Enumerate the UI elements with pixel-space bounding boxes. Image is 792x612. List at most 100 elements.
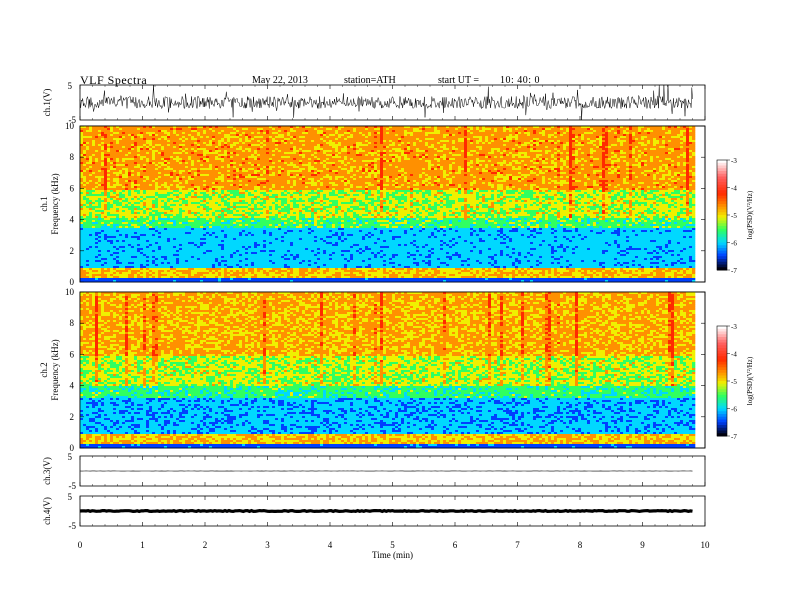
spectrogram-cell: [191, 200, 194, 202]
spectrogram-cell: [92, 248, 95, 250]
spectrogram-cell: [155, 200, 158, 202]
spectrogram-cell: [173, 190, 176, 192]
spectrogram-cell: [107, 172, 110, 174]
spectrogram-cell: [206, 150, 209, 152]
spectrogram-cell: [92, 232, 95, 234]
spectrogram-cell: [224, 268, 227, 270]
spectrogram-cell: [119, 208, 122, 210]
spectrogram-cell: [143, 142, 146, 144]
spectrogram-cell: [152, 172, 155, 174]
spectrogram-cell: [158, 170, 161, 172]
spectrogram-cell: [101, 250, 104, 252]
spectrogram-cell: [149, 146, 152, 148]
spectrogram-cell: [161, 226, 164, 228]
spectrogram-cell: [173, 254, 176, 256]
spectrogram-cell: [227, 272, 230, 274]
spectrogram-cell: [98, 142, 101, 144]
spectrogram-cell: [230, 226, 233, 228]
spectrogram-cell: [143, 274, 146, 276]
spectrogram-cell: [146, 272, 149, 274]
spectrogram-cell: [122, 176, 125, 178]
spectrogram-cell: [221, 210, 224, 212]
spectrogram-cell: [92, 254, 95, 256]
spectrogram-cell: [176, 162, 179, 164]
spectrogram-cell: [227, 156, 230, 158]
spectrogram-cell: [176, 134, 179, 136]
spectrogram-cell: [119, 278, 122, 280]
spectrogram-cell: [209, 190, 212, 192]
spectrogram-cell: [131, 236, 134, 238]
spectrogram-cell: [170, 144, 173, 146]
spectrogram-cell: [197, 160, 200, 162]
spectrogram-cell: [146, 144, 149, 146]
spectrogram-cell: [107, 252, 110, 254]
spectrogram-cell: [203, 230, 206, 232]
spectrogram-cell: [179, 270, 182, 272]
spectrogram-cell: [89, 170, 92, 172]
spectrogram-cell: [155, 196, 158, 198]
spectrogram-cell: [113, 266, 116, 268]
spectrogram-cell: [125, 234, 128, 236]
spectrogram-cell: [197, 276, 200, 278]
spectrogram-cell: [170, 134, 173, 136]
spectrogram-cell: [83, 202, 86, 204]
spectrogram-cell: [188, 226, 191, 228]
spectrogram-cell: [92, 198, 95, 200]
spectrogram-cell: [101, 200, 104, 202]
spectrogram-cell: [110, 236, 113, 238]
spectrogram-cell: [107, 220, 110, 222]
spectrogram-cell: [101, 148, 104, 150]
spectrogram-cell: [143, 212, 146, 214]
spectrogram-cell: [131, 146, 134, 148]
spectrogram-cell: [239, 244, 242, 246]
spectrogram-cell: [155, 186, 158, 188]
spectrogram-cell: [113, 226, 116, 228]
spectrogram-cell: [185, 176, 188, 178]
spectrogram-cell: [158, 188, 161, 190]
spectrogram-cell: [140, 166, 143, 168]
spectrogram-cell: [176, 156, 179, 158]
spectrogram-cell: [143, 216, 146, 218]
spectrogram-cell: [167, 196, 170, 198]
spectrogram-cell: [95, 218, 98, 220]
spectrogram-cell: [206, 222, 209, 224]
spectrogram-cell: [191, 146, 194, 148]
spectrogram-cell: [167, 180, 170, 182]
spectrogram-cell: [218, 132, 221, 134]
spectrogram-cell: [185, 264, 188, 266]
spectrogram-cell: [182, 234, 185, 236]
spectrogram-cell: [89, 276, 92, 278]
spectrogram-cell: [227, 262, 230, 264]
spectrogram-cell: [131, 212, 134, 214]
spectrogram-cell: [194, 170, 197, 172]
spectrogram-cell: [185, 258, 188, 260]
spectrogram-cell: [209, 208, 212, 210]
spectrogram-cell: [158, 136, 161, 138]
spectrogram-cell: [158, 238, 161, 240]
spectrogram-cell: [155, 266, 158, 268]
spectrogram-cell: [95, 138, 98, 140]
spectrogram-cell: [227, 242, 230, 244]
spectrogram-cell: [164, 276, 167, 278]
spectrogram-cell: [98, 242, 101, 244]
spectrogram-cell: [209, 240, 212, 242]
spectrogram-cell: [146, 136, 149, 138]
spectrogram-cell: [134, 206, 137, 208]
spectrogram-cell: [110, 206, 113, 208]
spectrogram-cell: [170, 232, 173, 234]
spectrogram-cell: [80, 236, 83, 238]
spectrogram-cell: [119, 260, 122, 262]
spectrogram-cell: [119, 132, 122, 134]
spectrogram-cell: [113, 190, 116, 192]
spectrogram-cell: [134, 136, 137, 138]
spectrogram-cell: [176, 144, 179, 146]
spectrogram-cell: [188, 136, 191, 138]
spectrogram-cell: [113, 210, 116, 212]
spectrogram-cell: [86, 210, 89, 212]
spectrogram-cell: [143, 240, 146, 242]
spectrogram-cell: [218, 202, 221, 204]
spectrogram-cell: [203, 176, 206, 178]
spectrogram-cell: [110, 262, 113, 264]
spectrogram-cell: [194, 146, 197, 148]
spectrogram-cell: [173, 182, 176, 184]
